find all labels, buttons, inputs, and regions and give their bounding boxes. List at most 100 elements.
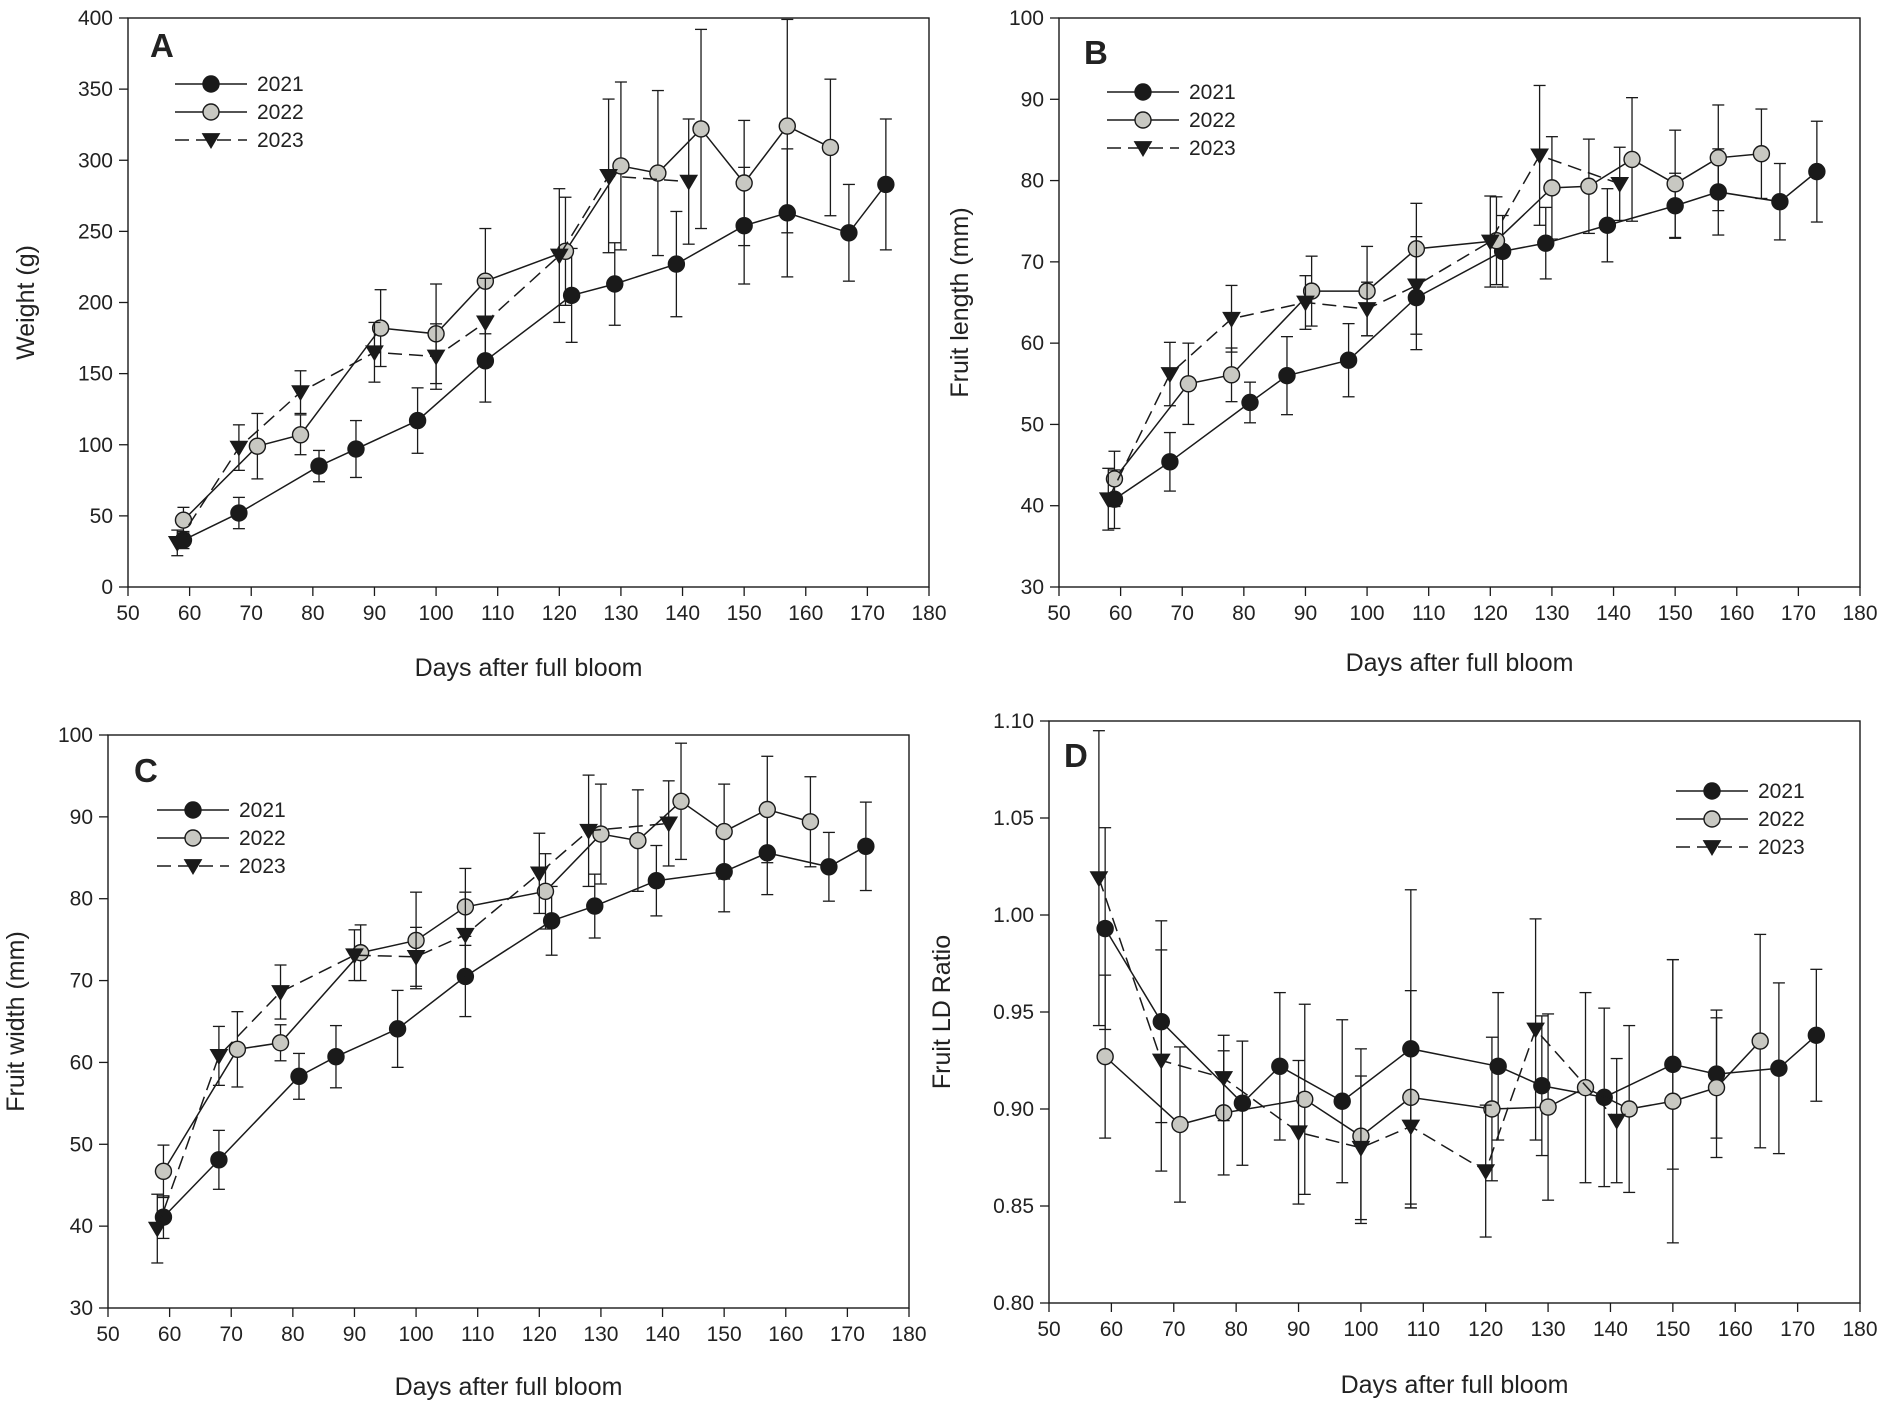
x-tick-label: 140 — [645, 1323, 680, 1346]
data-point — [1339, 351, 1358, 369]
y-tick-label: 100 — [58, 724, 93, 747]
legend-marker — [184, 801, 202, 819]
x-tick-label: 130 — [583, 1323, 618, 1346]
x-tick-label: 80 — [1232, 602, 1255, 625]
y-tick-label: 70 — [70, 970, 93, 993]
legend-marker — [1133, 141, 1153, 158]
data-point — [586, 897, 604, 915]
data-point — [1807, 1026, 1826, 1044]
legend-marker — [1703, 782, 1721, 800]
panel-a-weight-chart: 50 60 70 80 90 100 110 120 130 140 150 160 170 180050… — [12, 7, 947, 682]
data-point — [1770, 1059, 1788, 1077]
data-point — [1666, 175, 1684, 193]
y-tick-label: 200 — [78, 292, 113, 315]
data-point — [606, 275, 624, 293]
y-tick-label: 350 — [78, 78, 113, 101]
data-point — [1623, 150, 1641, 169]
legend-marker — [1134, 83, 1152, 101]
x-tick-label: 100 — [399, 1323, 434, 1346]
legend-item-2022: 2022 — [1676, 808, 1805, 831]
x-tick-label: 100 — [1350, 602, 1385, 625]
data-point — [840, 224, 858, 242]
data-point — [778, 117, 796, 135]
data-point — [147, 1221, 167, 1238]
data-point — [821, 138, 840, 157]
data-point — [1161, 453, 1179, 471]
x-tick-label: 160 — [788, 602, 823, 625]
y-tick-label: 100 — [1009, 7, 1044, 30]
data-point — [536, 882, 555, 901]
data-point — [672, 792, 690, 811]
legend-label: 2022 — [239, 827, 286, 850]
y-tick-label: 90 — [1021, 88, 1044, 111]
data-point — [1296, 295, 1315, 312]
data-point — [426, 349, 446, 366]
data-point — [1543, 179, 1561, 197]
data-point — [406, 949, 426, 966]
y-tick-label: 100 — [78, 434, 113, 457]
data-point — [365, 345, 384, 362]
data-point — [542, 912, 561, 930]
x-tick-label: 50 — [1037, 1318, 1060, 1341]
data-point — [629, 831, 647, 850]
data-point — [1580, 177, 1598, 195]
x-tick-label: 110 — [461, 1323, 494, 1346]
data-point — [667, 255, 686, 273]
series-2022 — [154, 742, 820, 1199]
legend-item-2022: 2022 — [1107, 109, 1236, 132]
plot-frame — [1058, 17, 1861, 588]
y-tick-label: 400 — [78, 7, 113, 30]
data-point — [1160, 367, 1180, 384]
data-point — [1241, 393, 1259, 412]
legend-label: 2021 — [239, 799, 286, 822]
data-point — [167, 536, 187, 552]
legend-label: 2023 — [239, 855, 286, 878]
y-tick-label: 0.90 — [993, 1098, 1034, 1121]
x-tick-label: 110 — [1407, 1318, 1440, 1341]
data-point — [1096, 919, 1114, 938]
x-tick-label: 150 — [1655, 1318, 1690, 1341]
y-tick-label: 0.85 — [993, 1195, 1034, 1218]
data-point — [877, 175, 895, 194]
data-point — [1664, 1092, 1682, 1110]
x-axis-label: Days after full bloom — [1341, 1371, 1569, 1399]
x-tick-label: 70 — [220, 1323, 243, 1346]
data-point — [347, 440, 365, 458]
data-point — [1401, 1119, 1421, 1136]
x-tick-label: 80 — [1224, 1318, 1247, 1341]
y-tick-label: 50 — [70, 1133, 93, 1156]
legend-marker — [1703, 810, 1721, 828]
y-tick-label: 70 — [1021, 251, 1044, 274]
legend-item-2021: 2021 — [1676, 780, 1805, 803]
y-tick-label: 40 — [70, 1215, 93, 1238]
data-point — [1709, 149, 1727, 167]
legend-item-2021: 2021 — [175, 73, 304, 96]
data-point — [1089, 871, 1109, 888]
data-point — [1771, 193, 1789, 211]
series-2023 — [147, 774, 679, 1264]
x-tick-label: 110 — [481, 602, 514, 625]
data-point — [659, 816, 679, 833]
data-point — [1171, 1115, 1189, 1134]
x-tick-label: 140 — [1593, 1318, 1628, 1341]
legend-label: 2021 — [257, 73, 304, 96]
data-point — [1271, 1057, 1289, 1076]
x-tick-label: 150 — [707, 1323, 742, 1346]
data-point — [549, 248, 569, 265]
x-tick-label: 120 — [522, 1323, 557, 1346]
data-point — [599, 169, 618, 185]
series-2023 — [167, 98, 699, 557]
y-tick-label: 30 — [1021, 576, 1044, 599]
legend-label: 2021 — [1189, 81, 1236, 104]
y-tick-label: 1.05 — [993, 807, 1034, 830]
panel-c-fruit-width-chart: 50 60 70 80 90 100 110 120 130 140 150 160 170 180 30 4… — [2, 724, 927, 1401]
panel-d-fruit-ld-ratio-chart: 50 60 70 80 90 100 110 120 130 140 150 160 170 180 0.8… — [928, 710, 1878, 1399]
data-point — [579, 823, 598, 840]
x-tick-label: 160 — [768, 1323, 803, 1346]
series-line — [156, 822, 669, 1229]
y-tick-label: 0.95 — [993, 1001, 1034, 1024]
panel-b-fruit-length-chart: 50 60 70 80 90 100 110 120 130 140 150 160 170 180 30 4… — [946, 7, 1878, 677]
data-point — [1333, 1092, 1351, 1110]
legend-item-2022: 2022 — [175, 101, 304, 124]
y-tick-label: 1.10 — [993, 710, 1034, 733]
